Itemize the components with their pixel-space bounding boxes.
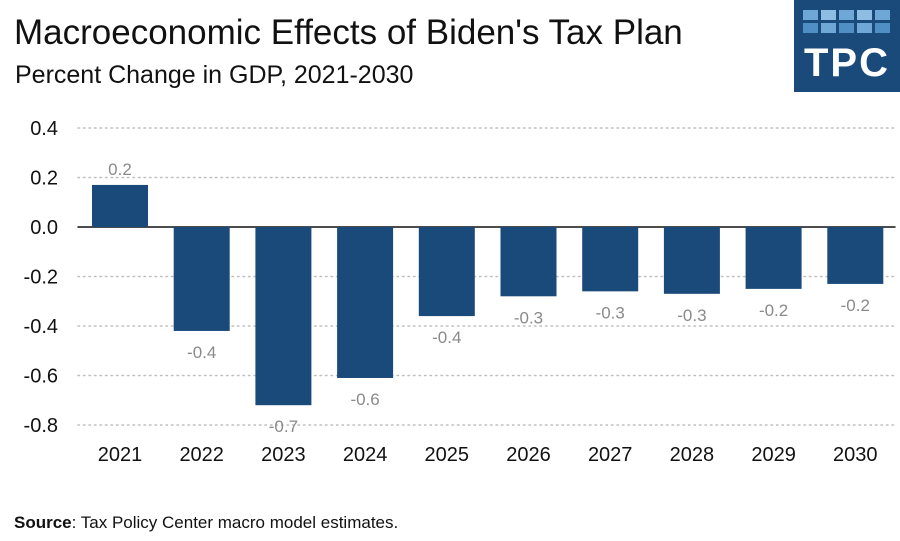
tpc-logo: TPC xyxy=(794,0,900,92)
data-label-2024: -0.6 xyxy=(350,390,379,409)
bar-2027 xyxy=(582,227,639,292)
bar-2028 xyxy=(663,227,720,294)
bar-2023 xyxy=(255,227,312,406)
source-note: Source: Tax Policy Center macro model es… xyxy=(14,512,398,534)
chart-subtitle: Percent Change in GDP, 2021-2030 xyxy=(15,61,414,89)
data-label-2025: -0.4 xyxy=(432,328,461,347)
source-label: Source xyxy=(14,513,72,532)
x-tick-label-2023: 2023 xyxy=(261,444,306,466)
x-tick-label-2026: 2026 xyxy=(506,444,551,466)
data-label-2030: -0.2 xyxy=(841,296,870,315)
data-label-2026: -0.3 xyxy=(514,308,543,327)
x-tick-label-2027: 2027 xyxy=(588,444,633,466)
x-tick-label-2024: 2024 xyxy=(343,444,388,466)
bar-2030 xyxy=(827,227,884,284)
y-axis-ticks: 0.4 0.2 0.0 -0.2 -0.4 -0.6 -0.8 xyxy=(24,118,58,437)
y-tick-label: 0.2 xyxy=(30,168,58,190)
data-labels: 0.2 -0.4 -0.7 -0.6 -0.4 -0.3 -0.3 -0.3 -0.2 -0.2 xyxy=(108,160,870,436)
chart-title: Macroeconomic Effects of Biden's Tax Pla… xyxy=(14,13,683,52)
x-tick-label-2030: 2030 xyxy=(833,444,878,466)
bar-2025 xyxy=(418,227,475,317)
x-tick-label-2029: 2029 xyxy=(751,444,796,466)
x-tick-label-2025: 2025 xyxy=(425,444,470,466)
source-text: : Tax Policy Center macro model estimate… xyxy=(71,513,399,532)
bar-2021 xyxy=(92,184,148,227)
bar-2022 xyxy=(173,227,230,331)
bar-2029 xyxy=(745,227,802,289)
logo-text: TPC xyxy=(804,41,890,85)
y-tick-label: 0.4 xyxy=(30,118,58,140)
bar-2024 xyxy=(337,227,394,378)
x-tick-label-2028: 2028 xyxy=(670,444,715,466)
data-label-2022: -0.4 xyxy=(187,343,216,362)
x-tick-label-2021: 2021 xyxy=(98,444,143,466)
y-tick-label: -0.4 xyxy=(24,316,58,338)
x-axis-ticks: 2021 2022 2023 2024 2025 2026 2027 2028 2029 2030 xyxy=(98,444,878,466)
data-label-2028: -0.3 xyxy=(677,306,706,325)
y-tick-label: -0.2 xyxy=(24,267,58,289)
data-label-2029: -0.2 xyxy=(759,301,788,320)
y-tick-label: -0.8 xyxy=(24,415,58,437)
data-label-2027: -0.3 xyxy=(596,303,625,322)
y-tick-label: -0.6 xyxy=(24,366,58,388)
data-label-2021: 0.2 xyxy=(108,160,132,179)
logo-squares-icon xyxy=(803,10,893,34)
x-tick-label-2022: 2022 xyxy=(179,444,224,466)
bar-2026 xyxy=(500,227,557,297)
bars xyxy=(92,184,884,406)
data-label-2023: -0.7 xyxy=(269,417,298,436)
y-tick-label: 0.0 xyxy=(30,217,58,239)
